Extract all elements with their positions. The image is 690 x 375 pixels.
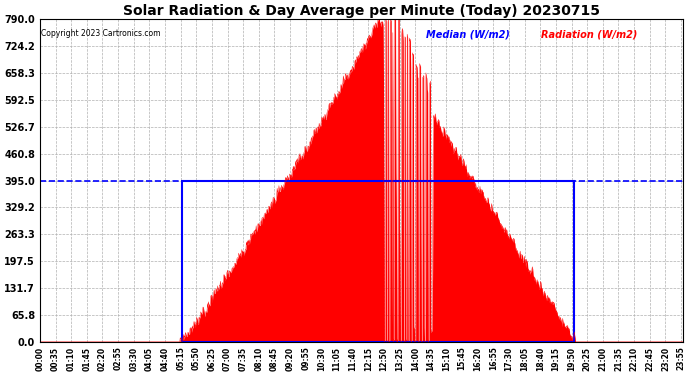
Title: Solar Radiation & Day Average per Minute (Today) 20230715: Solar Radiation & Day Average per Minute… [123, 4, 600, 18]
Bar [182, 180, 574, 342]
Text: Median (W/m2): Median (W/m2) [426, 29, 509, 39]
Text: Copyright 2023 Cartronics.com: Copyright 2023 Cartronics.com [41, 29, 161, 38]
Text: Radiation (W/m2): Radiation (W/m2) [542, 29, 638, 39]
